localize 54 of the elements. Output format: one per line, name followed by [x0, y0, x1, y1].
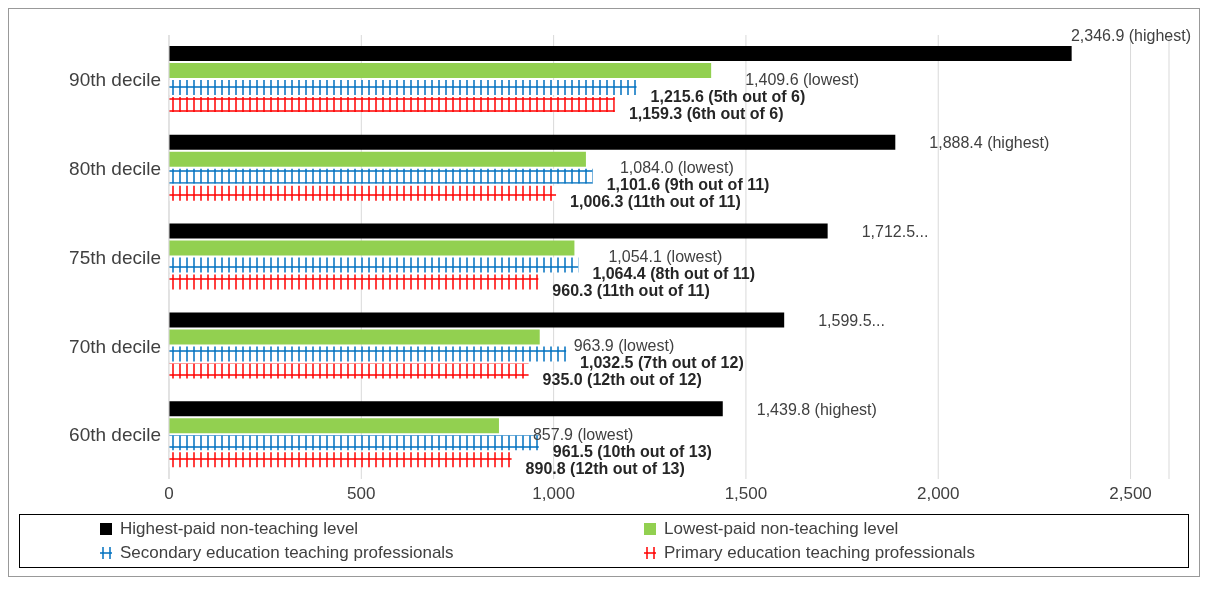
data-label: 1,439.8 (highest)	[756, 400, 877, 418]
y-tick-label: 60th decile	[69, 424, 161, 446]
bar	[169, 97, 615, 112]
legend-label: Highest-paid non-teaching level	[120, 519, 359, 539]
bar	[169, 363, 529, 379]
data-label: 1,409.6 (lowest)	[745, 70, 859, 88]
data-label: 857.9 (lowest)	[532, 425, 634, 443]
bar	[169, 418, 499, 434]
bar	[169, 452, 512, 468]
bar	[169, 134, 896, 150]
data-label: 963.9 (lowest)	[573, 336, 675, 354]
bar	[169, 312, 785, 328]
data-label: 1,215.6 (5th out of 6)	[650, 87, 806, 105]
y-tick-label: 70th decile	[69, 335, 161, 357]
bar	[169, 151, 586, 167]
data-label: 960.3 (11th out of 11)	[552, 282, 710, 300]
data-label: 961.5 (10th out of 13)	[552, 442, 712, 460]
legend-label: Primary education teaching professionals	[664, 543, 975, 563]
data-label: 1,159.3 (6th out of 6)	[628, 104, 784, 122]
x-tick-label: 2,500	[1109, 484, 1152, 504]
data-label: 935.0 (12th out of 12)	[542, 370, 702, 388]
data-label: 890.8 (12th out of 13)	[525, 459, 685, 477]
data-label: 1,888.4 (highest)	[929, 134, 1050, 152]
x-tick-label: 1,000	[532, 484, 575, 504]
legend-label: Lowest-paid non-teaching level	[664, 519, 899, 539]
data-label: 1,064.4 (8th out of 11)	[592, 265, 756, 283]
x-tick-label: 500	[347, 484, 376, 504]
y-tick-label: 80th decile	[69, 157, 161, 179]
data-label: 1,032.5 (7th out of 12)	[580, 353, 744, 371]
bar	[169, 168, 593, 184]
data-label: 1,712.5...	[861, 223, 929, 241]
x-tick-label: 2,000	[916, 484, 960, 504]
bar	[169, 223, 828, 239]
y-tick-label: 75th decile	[69, 246, 161, 268]
data-label: 2,346.9 (highest)	[1070, 27, 1191, 44]
y-tick-label: 90th decile	[69, 69, 161, 91]
bar	[169, 274, 539, 290]
data-label: 1,101.6 (9th out of 11)	[606, 176, 770, 194]
data-label: 1,054.1 (lowest)	[608, 248, 723, 266]
x-tick-label: 0	[164, 484, 174, 504]
bar	[169, 46, 1072, 61]
bar	[169, 185, 557, 201]
data-label: 1,084.0 (lowest)	[619, 159, 734, 177]
bar	[169, 63, 712, 78]
bar	[169, 240, 575, 256]
x-tick-label: 1,500	[724, 484, 768, 504]
bar	[169, 329, 540, 345]
bar	[169, 401, 723, 417]
bar	[169, 80, 637, 95]
legend-label: Secondary education teaching professionals	[120, 543, 454, 563]
bar	[169, 346, 567, 362]
bar	[169, 257, 579, 273]
data-label: 1,599.5...	[818, 311, 885, 329]
data-label: 1,006.3 (11th out of 11)	[570, 193, 741, 211]
